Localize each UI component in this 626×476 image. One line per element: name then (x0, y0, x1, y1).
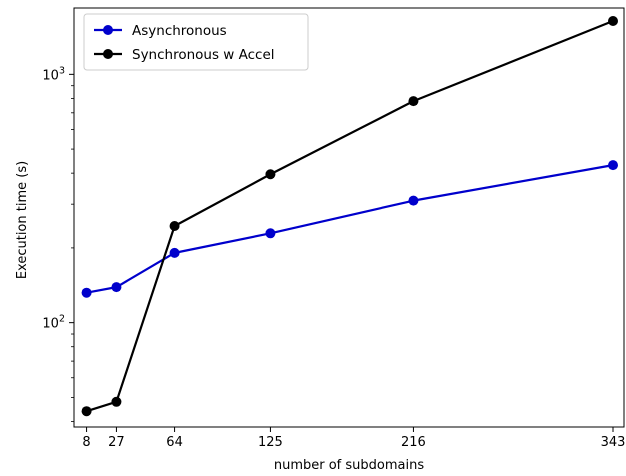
data-point (169, 247, 180, 258)
data-point (111, 282, 122, 293)
legend-entry-label: Asynchronous (132, 23, 227, 39)
plot-area (81, 15, 618, 417)
legend-swatch-marker (103, 25, 113, 35)
data-point (608, 160, 618, 171)
x-tick-label: 27 (108, 435, 125, 450)
series-line-1 (86, 19, 614, 413)
data-point (408, 195, 419, 206)
data-point (265, 169, 276, 180)
legend: Asynchronous Synchronous w Accel (83, 13, 309, 71)
y-axis-label: Execution time (s) (15, 161, 30, 279)
axes: 8 27 64 125 216 343 102 103 (42, 7, 626, 450)
legend-box (83, 13, 309, 71)
x-tick-label: 8 (82, 435, 90, 450)
legend-entry-label: Synchronous w Accel (132, 47, 275, 63)
x-tick-label: 343 (601, 435, 626, 450)
x-tick-label: 125 (258, 435, 283, 450)
y-tick-label: 103 (42, 65, 65, 83)
data-point (169, 221, 180, 232)
data-point (81, 287, 92, 298)
x-axis-label: number of subdomains (274, 458, 424, 473)
plot-frame (73, 7, 625, 428)
data-point (111, 396, 122, 407)
series-line-0 (86, 164, 614, 294)
x-tick-label: 64 (166, 435, 183, 450)
x-tick-label: 216 (401, 435, 426, 450)
y-tick-label: 102 (42, 314, 65, 332)
data-point (408, 96, 419, 107)
data-point (81, 406, 92, 417)
data-point (608, 15, 618, 26)
data-point (265, 228, 276, 239)
legend-swatch-marker (103, 49, 113, 59)
